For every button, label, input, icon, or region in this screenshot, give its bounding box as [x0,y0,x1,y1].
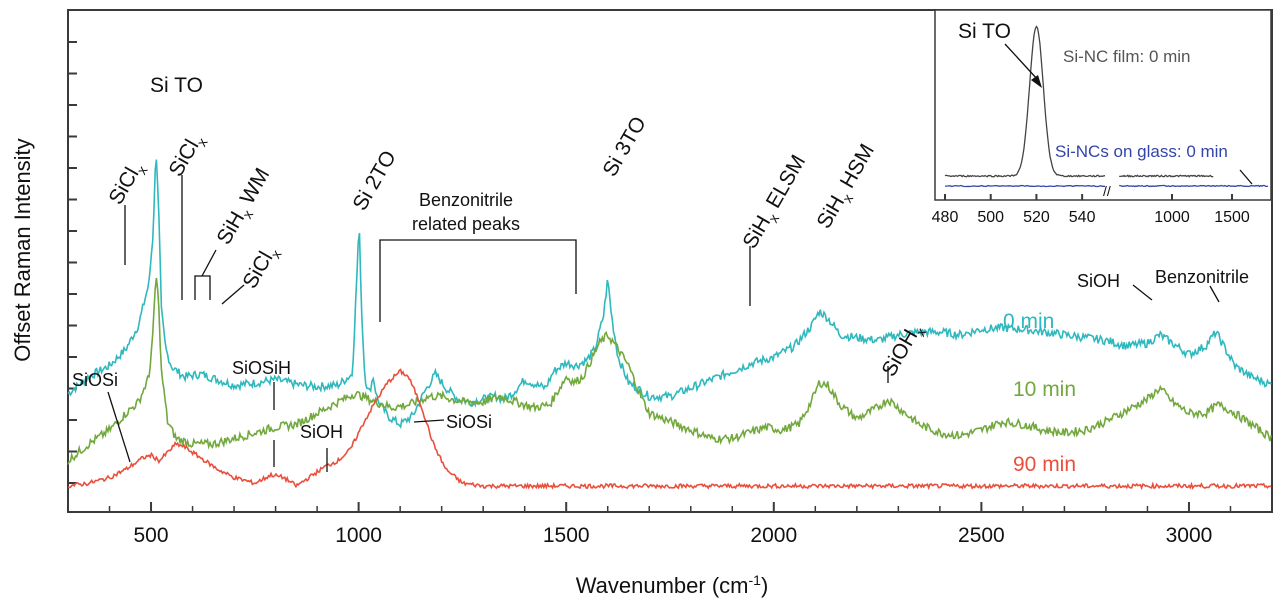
series-label-10min: 10 min [1013,378,1076,401]
svg-text:Benzonitrile: Benzonitrile [1155,267,1249,287]
annotation-sicl-3: SiClx [221,242,285,305]
annotation-siosi-right: SiOSi [413,412,492,432]
inset-legend-film: Si-NC film: 0 min [1063,47,1191,66]
annotation-sih-hsm: SiHx HSM [812,140,882,234]
x-tick-label-3000: 3000 [1166,524,1213,547]
y-axis-ticks [68,41,77,484]
inset-arrow-head [1031,75,1042,88]
x-tick-label-1000: 1000 [335,524,382,547]
inset-x-ticks: 480 500 520 540 1000 1500 [932,194,1250,226]
inset-frame [934,9,1272,201]
svg-text:Benzonitrile: Benzonitrile [419,190,513,210]
svg-text:Si 3TO: Si 3TO [598,113,650,181]
inset-tick-label-500: 500 [977,209,1004,226]
svg-text:SiOH: SiOH [300,422,343,442]
x-tick-label-500: 500 [134,524,169,547]
inset-axis-break: // [1103,183,1111,199]
inset-line-glass-1 [1119,184,1269,188]
inset-tick-label-1000: 1000 [1154,209,1190,226]
inset-tick-label-520: 520 [1023,209,1050,226]
annotation-sioh-bottom: SiOH [300,422,343,472]
inset-tick-label-540: 540 [1069,209,1096,226]
inset-arrow-right [1239,169,1253,185]
annotation-si-3to: Si 3TO [598,113,650,181]
svg-text:SiHx ELSM: SiHx ELSM [738,151,813,254]
series-label-0min: 0 min [1003,310,1054,333]
svg-text:SiOHx: SiOHx [877,319,929,382]
annotation-sioh-x: SiOHx [877,319,929,383]
svg-text:SiClx: SiClx [104,158,150,211]
inset-line-film-1 [1119,174,1214,178]
svg-text:SiOH: SiOH [1077,271,1120,291]
annotation-benzonitrile: Benzonitrile [1155,267,1249,303]
svg-text:SiOSi: SiOSi [446,412,492,432]
svg-text:SiHx HSM: SiHx HSM [812,140,882,234]
inset-line-glass-0 [944,184,1105,188]
x-axis-ticks: 500 1000 1500 2000 2500 3000 [108,502,1232,547]
x-axis-label: Wavenumber (cm-1) [576,572,769,598]
x-tick-label-1500: 1500 [543,524,590,547]
inset-legend-glass: Si-NCs on glass: 0 min [1055,142,1228,161]
annotation-siosi-left: SiOSi [72,370,131,463]
plot-frame [67,9,1273,513]
inset-line-film-0 [944,25,1106,178]
inset-tick-label-1500: 1500 [1214,209,1250,226]
annotation-benzonitrile-related: Benzonitrile related peaks [379,190,577,322]
inset-si-to-label: Si TO [958,20,1011,43]
annotation-sicl-1: SiClx [104,158,151,265]
annotation-sicl-2: SiClx [164,130,211,300]
annotation-si-2to: Si 2TO [348,147,400,215]
svg-text:Si 2TO: Si 2TO [348,147,400,215]
svg-text:related peaks: related peaks [412,214,520,234]
y-axis-label: Offset Raman Intensity [10,138,35,361]
svg-text:SiClx: SiClx [238,242,284,295]
inset-tick-label-480: 480 [932,209,959,226]
series-line-10-min [67,277,1272,465]
svg-text:SiClx: SiClx [164,130,210,183]
svg-text:SiOSi: SiOSi [72,370,118,390]
series-label-90min: 90 min [1013,453,1076,476]
x-tick-label-2000: 2000 [750,524,797,547]
inset-series [944,25,1269,188]
spectra-series [67,159,1272,491]
series-line-0-min [67,159,1272,429]
svg-text:SiHx WM: SiHx WM [212,164,277,250]
annotation-siosih: SiOSiH [232,358,291,467]
inset-chart: Si TO Si-NC film: 0 min Si-NCs on glass:… [932,9,1272,226]
annotation-si-to: Si TO [150,74,203,97]
svg-text:SiOSiH: SiOSiH [232,358,291,378]
annotation-sioh-top: SiOH [1077,271,1153,301]
series-line-90-min [67,368,1272,491]
svg-text:Si TO: Si TO [150,74,203,97]
annotation-sih-elsm: SiHx ELSM [738,151,813,306]
x-tick-label-2500: 2500 [958,524,1005,547]
